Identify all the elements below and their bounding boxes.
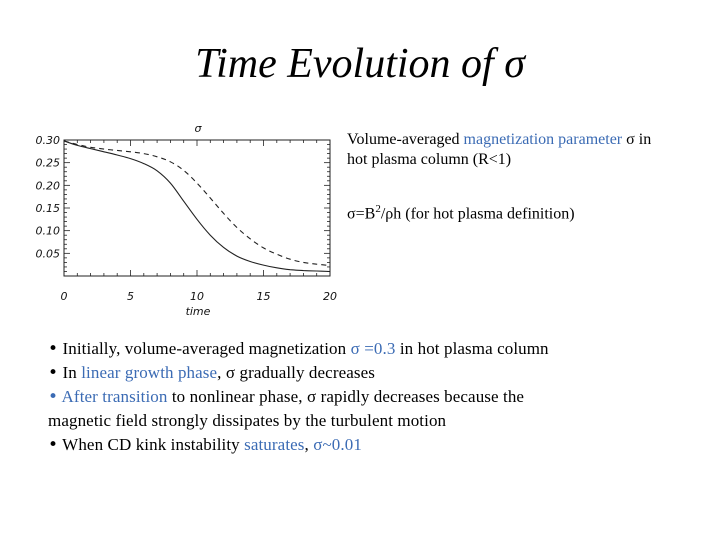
bullet-dot: • (48, 363, 59, 383)
bullet-dot: • (48, 435, 59, 455)
bullet-item: • In linear growth phase, σ gradually de… (48, 361, 688, 385)
bullet-item: magnetic field strongly dissipates by th… (48, 409, 688, 433)
bullet-text: In (58, 363, 82, 382)
x-tick-label: 10 (190, 290, 204, 303)
dashed-series-line (63, 140, 331, 267)
bullet-text: When CD kink instability (58, 435, 245, 454)
plot-border (63, 139, 331, 277)
bullet-dot: • (48, 339, 59, 359)
slide-title: Time Evolution of σ (195, 41, 525, 87)
magnetization-parameter-highlight: magnetization parameter (463, 131, 623, 148)
description-block: Volume-averaged magnetization parameter … (347, 130, 697, 170)
description-line-2: hot plasma column (R<1) (347, 151, 512, 168)
y-tick-label: 0.05 (36, 247, 61, 260)
x-tick-label: 15 (257, 290, 271, 303)
description-text: Volume-averaged (347, 131, 464, 148)
description-line-1: Volume-averaged magnetization parameter … (347, 130, 697, 150)
bullet-text: , σ gradually decreases (217, 363, 375, 382)
bullet-text: in hot plasma column (395, 339, 549, 358)
bullet-dot: • (48, 387, 59, 407)
bullet-highlight: saturates (244, 435, 305, 454)
x-tick-label: 20 (323, 290, 337, 303)
bullet-highlight: linear growth phase (81, 363, 218, 382)
solid-series-line (63, 140, 331, 273)
plot-frame (63, 139, 331, 277)
bullet-item: • Initially, volume-averaged magnetizati… (48, 337, 688, 361)
x-tick-labels: 0 5 10 15 20 (61, 290, 338, 303)
chart-title: σ (195, 122, 203, 135)
x-axis-label: time (186, 305, 211, 318)
bullet-text: to nonlinear phase, σ rapidly decreases … (167, 387, 525, 406)
y-tick-label: 0.25 (36, 157, 61, 170)
bullet-text: magnetic field strongly dissipates by th… (48, 411, 447, 430)
sigma-line-chart: σ 0.05 0.10 0.15 0.20 0.25 0.30 0 5 10 15 20 time (36, 122, 338, 318)
bullet-item: • When CD kink instability saturates, σ~… (48, 433, 688, 457)
bullet-text: Initially, volume-averaged magnetization (58, 339, 351, 358)
bullet-highlight: After transition (58, 387, 168, 406)
y-tick-label: 0.30 (36, 134, 61, 147)
series-lines (63, 140, 331, 273)
x-tick-label: 5 (127, 290, 134, 303)
y-tick-labels: 0.05 0.10 0.15 0.20 0.25 0.30 (36, 134, 61, 260)
y-tick-label: 0.20 (36, 179, 61, 192)
y-tick-label: 0.10 (36, 225, 61, 238)
x-tick-label: 0 (61, 290, 68, 303)
bullet-list: • Initially, volume-averaged magnetizati… (48, 337, 688, 457)
bullet-highlight: σ =0.3 (350, 339, 396, 358)
definition-superscript: 2 (375, 203, 381, 215)
definition-text: /ρh (for hot plasma definition) (380, 205, 575, 223)
axis-ticks (63, 139, 331, 277)
description-text: σ in (622, 131, 652, 148)
bullet-text: , (304, 435, 314, 454)
bullet-item: • After transition to nonlinear phase, σ… (48, 385, 688, 409)
bullet-highlight: σ~0.01 (313, 435, 362, 454)
sigma-definition: σ=B2/ρh (for hot plasma definition) (347, 203, 575, 223)
definition-text: σ=B (347, 205, 376, 223)
y-tick-label: 0.15 (36, 202, 61, 215)
